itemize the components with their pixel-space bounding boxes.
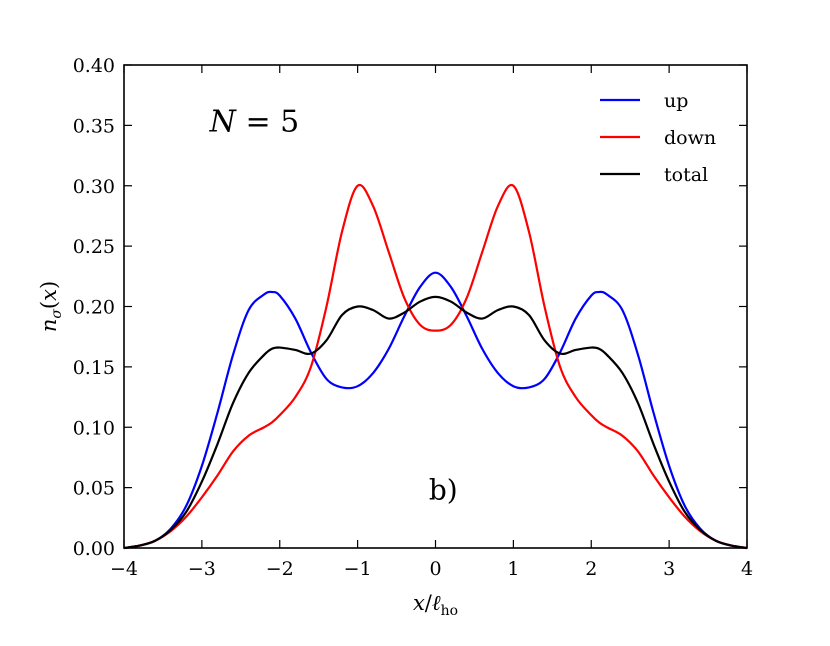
annotation-panel-label: b) — [429, 474, 458, 507]
x-tick-label: 1 — [507, 558, 519, 580]
x-tick-label: 3 — [663, 558, 675, 580]
y-tick-label: 0.40 — [73, 55, 115, 77]
y-tick-label: 0.20 — [73, 297, 115, 319]
series-line-down — [123, 183, 748, 550]
y-tick-label: 0.10 — [73, 417, 115, 439]
series-lines — [123, 183, 748, 550]
x-axis-label: x/ℓho — [413, 591, 458, 619]
axis-tick-labels: −4 −3 −2 −1 0 1 2 3 4 0.00 0.05 0.10 0.15 0.20 0.25 0.3… — [73, 55, 753, 580]
y-tick-label: 0.30 — [73, 176, 115, 198]
x-tick-label: 2 — [585, 558, 597, 580]
legend: up down total — [600, 90, 716, 186]
x-tick-label: −1 — [344, 558, 372, 580]
legend-label-up: up — [664, 90, 688, 112]
x-tick-label: −2 — [266, 558, 294, 580]
axis-ticks — [123, 64, 748, 549]
x-tick-label: −4 — [110, 558, 138, 580]
x-tick-label: 4 — [741, 558, 753, 580]
series-line-up — [123, 271, 748, 550]
y-tick-label: 0.25 — [73, 236, 115, 258]
annotation-n-equals-5: N = 5 — [209, 104, 300, 139]
x-tick-label: −3 — [188, 558, 216, 580]
legend-label-total: total — [664, 164, 708, 186]
y-tick-label: 0.15 — [73, 357, 115, 379]
x-tick-label: 0 — [429, 558, 441, 580]
legend-label-down: down — [664, 127, 716, 149]
y-axis-label: nσ(x) — [37, 281, 65, 332]
y-tick-label: 0.05 — [73, 478, 115, 500]
series-line-total — [123, 295, 748, 550]
y-tick-label: 0.00 — [73, 538, 115, 560]
y-tick-label: 0.35 — [73, 115, 115, 137]
